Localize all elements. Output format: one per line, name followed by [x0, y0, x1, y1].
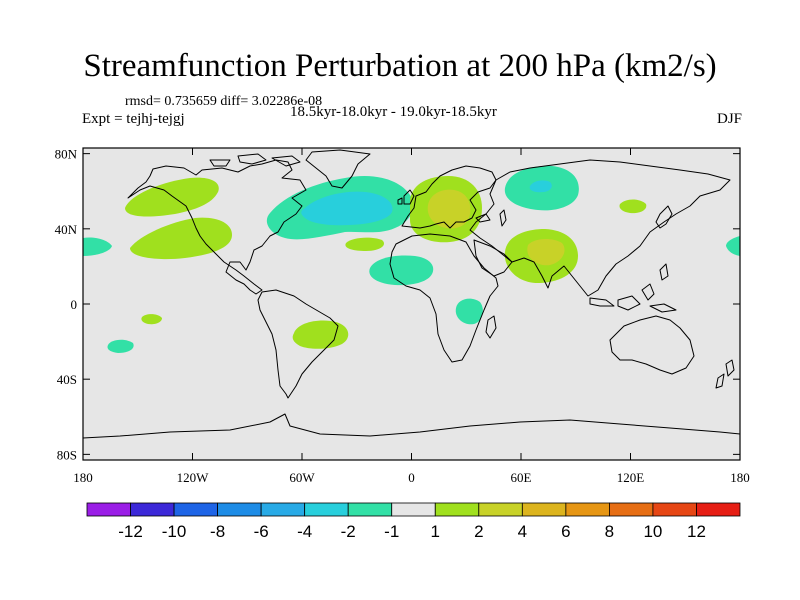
colorbar-label: -8	[210, 522, 225, 541]
lon-tick-label: 180	[73, 470, 93, 485]
colorbar-label: 8	[605, 522, 614, 541]
anomaly-blob-europe-core	[427, 189, 471, 229]
coastline-arctic-islands	[209, 153, 301, 167]
colorbar-label: -6	[254, 522, 269, 541]
colorbar-swatch	[434, 502, 480, 517]
anomaly-blob-south-america	[292, 320, 349, 349]
colorbar-swatch	[565, 502, 610, 517]
coastline-caspian	[475, 209, 507, 227]
colorbar-swatch	[130, 502, 175, 517]
colorbar-swatch	[86, 502, 131, 517]
coastlines	[83, 149, 740, 439]
coastline-indonesia	[589, 263, 677, 313]
lon-tick-label: 60W	[289, 470, 315, 485]
anomaly-blob-alaska	[125, 177, 219, 217]
coastline-madagascar	[485, 315, 497, 339]
colorbar-label: -10	[162, 522, 187, 541]
axis-tick-labels: 80N 40N 0 40S 80S 180 120W 60W 0 60E 120E 180	[55, 147, 750, 485]
anomaly-blob-dateline-west	[83, 237, 112, 256]
rmsd-diff-text: rmsd= 0.735659 diff= 3.02286e-08	[125, 94, 323, 109]
anomaly-blob-sahara	[369, 255, 434, 286]
coastline-north-america	[127, 159, 307, 295]
lat-tick-label: 40S	[57, 372, 77, 387]
colorbar-label: 10	[643, 522, 662, 541]
anomaly-blob-south-asia-core	[527, 239, 565, 266]
lon-tick-label: 180	[730, 470, 750, 485]
anomaly-blob-south-pacific-a	[141, 314, 162, 325]
colorbar-label: -12	[118, 522, 143, 541]
coastline-africa	[389, 233, 499, 363]
anomaly-blob-south-pacific-b	[107, 339, 134, 353]
colorbar-label: -4	[297, 522, 312, 541]
coastline-arabia	[473, 239, 513, 277]
anomaly-blob-north-atlantic-core	[301, 191, 393, 226]
lon-tick-label: 60E	[511, 470, 532, 485]
coastline-australia	[609, 315, 695, 375]
colorbar: -12 -10 -8 -6 -4 -2 -1 1 2 4 6 8 10 12	[86, 502, 741, 541]
colorbar-label: -1	[384, 522, 399, 541]
map-title: Streamfunction Perturbation at 200 hPa (…	[83, 48, 717, 84]
coastline-british-isles	[397, 189, 415, 205]
lon-tick-label: 120E	[617, 470, 645, 485]
colorbar-swatch	[478, 502, 523, 517]
coastline-asia	[469, 159, 731, 297]
coastline-europe	[401, 165, 497, 229]
coastline-south-america	[257, 289, 339, 399]
coastline-greenland	[305, 149, 371, 189]
colorbar-swatch	[391, 502, 436, 517]
anomaly-blob-dateline-east	[726, 236, 740, 256]
lat-tick-label: 80S	[57, 447, 77, 462]
anomaly-blob-east-asia	[619, 199, 647, 214]
period-label: 18.5kyr-18.0kyr - 19.0kyr-18.5kyr	[290, 104, 497, 120]
colorbar-swatch	[652, 502, 697, 517]
coastline-japan	[655, 205, 673, 229]
lat-tick-label: 0	[71, 297, 78, 312]
colorbar-label: -2	[341, 522, 356, 541]
axis-ticks	[82, 148, 741, 460]
colorbar-label: 4	[518, 522, 527, 541]
lon-tick-label: 0	[408, 470, 415, 485]
colorbar-swatch	[304, 502, 349, 517]
coastline-new-zealand	[715, 359, 735, 389]
colorbar-label: 2	[474, 522, 483, 541]
anomaly-field	[83, 165, 740, 353]
colorbar-swatch	[260, 502, 306, 517]
anomaly-blob-east-africa	[455, 298, 483, 325]
anomaly-blob-north-pacific	[130, 217, 232, 260]
colorbar-swatch	[347, 502, 393, 517]
lat-tick-label: 40N	[55, 222, 78, 237]
colorbar-swatch	[217, 502, 262, 517]
lat-tick-label: 80N	[55, 147, 78, 162]
anomaly-blob-siberia-core	[529, 180, 552, 193]
lon-tick-label: 120W	[177, 470, 210, 485]
anomaly-blob-atlantic-sub	[345, 237, 385, 251]
coastline-antarctica	[83, 413, 740, 439]
colorbar-swatch	[521, 502, 567, 517]
colorbar-label: 1	[431, 522, 440, 541]
colorbar-swatch	[173, 502, 218, 517]
colorbar-label: 6	[561, 522, 570, 541]
season-label: DJF	[716, 111, 742, 127]
colorbar-swatch	[696, 502, 741, 517]
colorbar-label: 12	[687, 522, 706, 541]
experiment-label: Expt = tejhj-tejgj	[82, 111, 185, 127]
colorbar-swatch	[609, 502, 654, 517]
